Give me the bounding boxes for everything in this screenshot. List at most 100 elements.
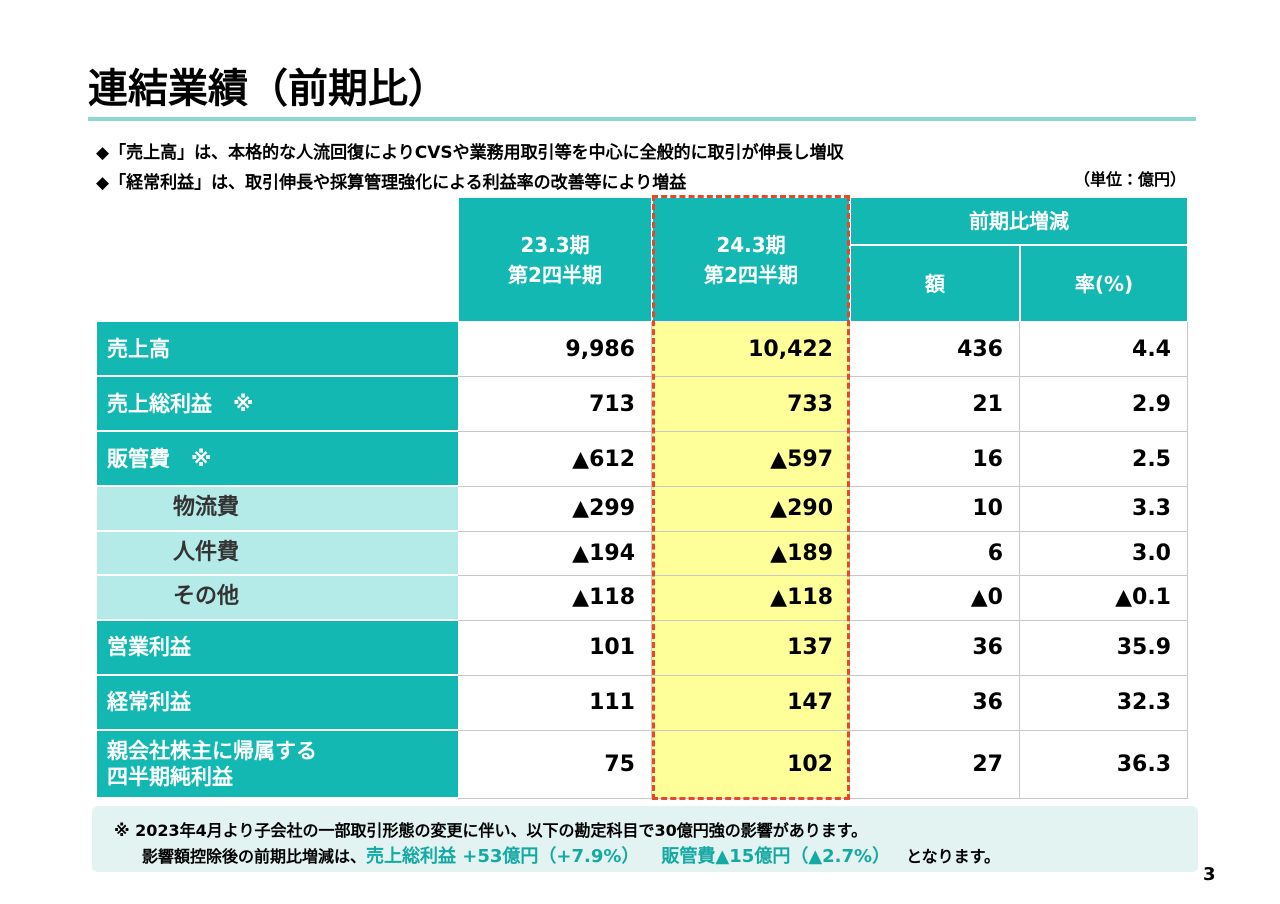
bullet: ◆「経常利益」は、取引伸長や採算管理強化による利益率の改善等により増益 — [96, 173, 687, 193]
footnote-text: となります。 — [906, 847, 1000, 866]
value: ▲194 — [572, 540, 635, 566]
value: 101 — [589, 635, 635, 660]
value: 27 — [972, 751, 1003, 777]
value: 32.3 — [1116, 690, 1171, 715]
value: 147 — [787, 690, 833, 715]
value-cell: ▲0 — [850, 576, 1020, 621]
value-cell: 137 — [652, 620, 850, 676]
label-line: 売上総利益 ※ — [107, 391, 254, 416]
value-cell: ▲194 — [458, 531, 652, 576]
label-line: 経常利益 — [107, 690, 191, 714]
value: 16 — [972, 446, 1003, 472]
label-line: 販管費 ※ — [107, 446, 212, 471]
header-text: 前期比増減 — [969, 209, 1069, 233]
value: 713 — [589, 391, 635, 417]
value-cell: ▲118 — [652, 576, 850, 621]
header-line: 23.3期 — [520, 232, 590, 257]
value-cell: 436 — [850, 322, 1020, 377]
column-header: 率(%) — [1020, 245, 1188, 322]
value-cell: 102 — [652, 730, 850, 799]
footnote-line: ※ 2023年4月より子会社の一部取引形態の変更に伴い、以下の勘定科目で30億円… — [114, 821, 868, 840]
value: ▲118 — [572, 585, 635, 611]
value-cell: 2.5 — [1020, 432, 1188, 487]
value: 21 — [972, 391, 1003, 417]
value: 4.4 — [1132, 336, 1171, 362]
value: ▲0.1 — [1115, 585, 1171, 611]
row-label: その他 — [97, 576, 458, 621]
footnote-text: 影響額控除後の前期比増減は、 — [142, 847, 367, 866]
highlight-frame — [652, 195, 850, 800]
label-line: 四半期純利益 — [107, 764, 233, 789]
value-cell: ▲290 — [652, 487, 850, 532]
bullet: ◆「売上高」は、本格的な人流回復によりCVSや業務用取引等を中心に全般的に取引が… — [96, 143, 844, 163]
value: 36 — [972, 635, 1003, 660]
value: 436 — [957, 336, 1003, 362]
value: 2.5 — [1132, 446, 1171, 472]
value: ▲118 — [770, 585, 833, 611]
row-label: 売上総利益 ※ — [97, 377, 458, 432]
header-text: 率(%) — [1074, 271, 1134, 296]
value: 10 — [972, 496, 1003, 522]
value: 10,422 — [748, 336, 833, 362]
value-cell: 4.4 — [1020, 322, 1188, 377]
value-cell: 3.0 — [1020, 531, 1188, 576]
row-label: 販管費 ※ — [97, 432, 458, 487]
label-line: 営業利益 — [107, 635, 191, 659]
page-number: 3 — [1203, 864, 1216, 885]
value: 36 — [972, 690, 1003, 715]
value-cell: ▲299 — [458, 487, 652, 532]
value: 6 — [987, 540, 1003, 566]
header-text: 額 — [925, 271, 945, 296]
value-cell: 36 — [850, 620, 1020, 676]
value-cell: ▲612 — [458, 432, 652, 487]
value-cell: 27 — [850, 730, 1020, 799]
value: ▲597 — [770, 446, 833, 472]
column-header: 23.3期第2四半期 — [458, 197, 652, 322]
label-line: 親会社株主に帰属する — [107, 738, 317, 763]
footnote-line: 影響額控除後の前期比増減は、売上総利益 +53億円（+7.9%） 販管費▲15億円… — [142, 842, 1000, 868]
footnote-highlight: 販管費▲15億円（▲2.7%） — [661, 846, 891, 867]
value-cell: 111 — [458, 675, 652, 731]
value-cell: 35.9 — [1020, 620, 1188, 676]
value: ▲189 — [770, 540, 833, 566]
value: 9,986 — [565, 336, 635, 362]
value-cell: ▲118 — [458, 576, 652, 621]
row-label: 経常利益 — [97, 675, 458, 731]
column-header: 額 — [850, 245, 1020, 322]
value: 137 — [787, 635, 833, 660]
row-label: 人件費 — [97, 531, 458, 576]
value-cell: 36.3 — [1020, 730, 1188, 799]
value-cell: 3.3 — [1020, 487, 1188, 532]
row-label: 売上高 — [97, 322, 458, 377]
row-label: 親会社株主に帰属する 四半期純利益 — [97, 730, 458, 799]
row-label: 物流費 — [97, 487, 458, 532]
value-cell: 733 — [652, 377, 850, 432]
value: 3.0 — [1132, 540, 1171, 566]
value-cell: 6 — [850, 531, 1020, 576]
value: 111 — [589, 690, 635, 715]
value-cell: 10,422 — [652, 322, 850, 377]
value: ▲612 — [572, 446, 635, 472]
value-cell: 9,986 — [458, 322, 652, 377]
row-label: 営業利益 — [97, 620, 458, 676]
title: 連結業績（前期比） — [88, 66, 448, 112]
value: ▲0 — [970, 585, 1003, 611]
value-cell: ▲0.1 — [1020, 576, 1188, 621]
label-line: 物流費 — [173, 495, 240, 521]
value: 75 — [604, 751, 635, 777]
value: ▲299 — [572, 496, 635, 522]
header-line: 第2四半期 — [704, 262, 798, 287]
value: 2.9 — [1132, 391, 1171, 417]
value-cell: 21 — [850, 377, 1020, 432]
header-line: 第2四半期 — [508, 262, 602, 287]
value-cell: 10 — [850, 487, 1020, 532]
value: 3.3 — [1132, 496, 1171, 522]
value: ▲290 — [770, 496, 833, 522]
value: 35.9 — [1116, 635, 1171, 660]
label-line: 売上高 — [107, 336, 170, 361]
value-cell: 16 — [850, 432, 1020, 487]
group-header: 前期比増減 — [850, 197, 1188, 245]
value-cell: 2.9 — [1020, 377, 1188, 432]
value: 102 — [787, 751, 833, 777]
